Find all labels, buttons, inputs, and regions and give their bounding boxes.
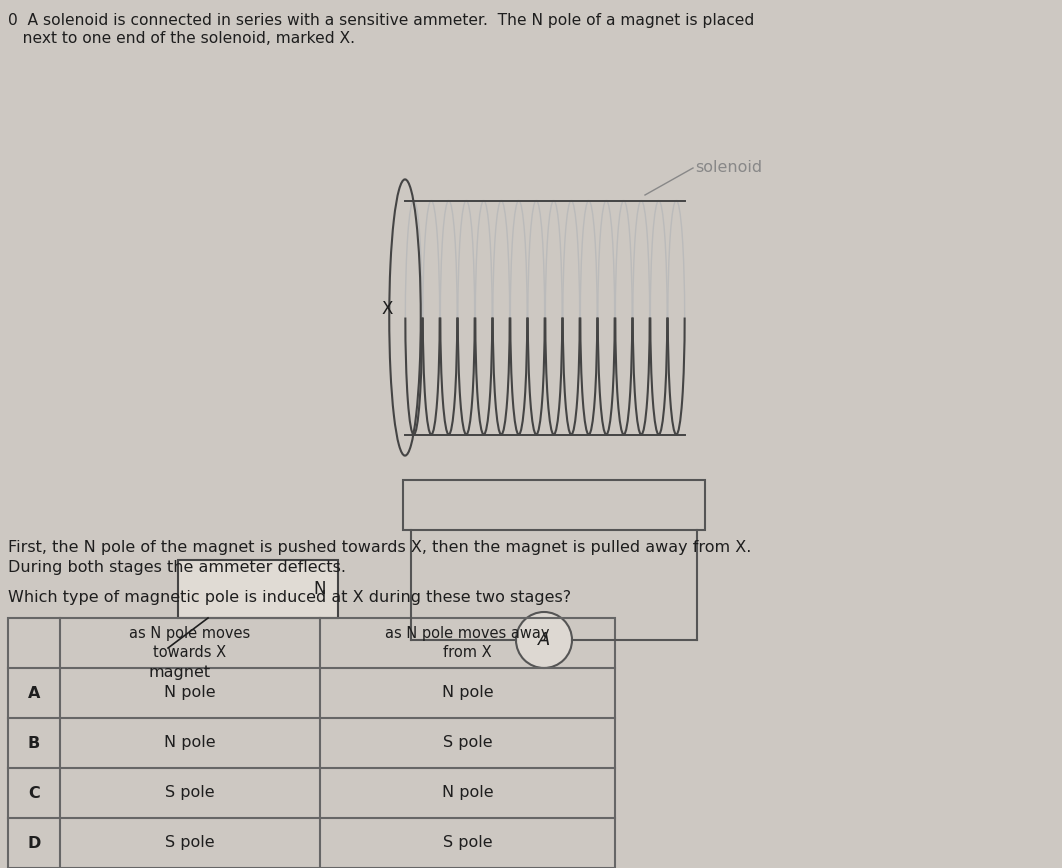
Text: S pole: S pole [443, 735, 493, 751]
Text: S pole: S pole [443, 836, 493, 851]
Text: Which type of magnetic pole is induced at X during these two stages?: Which type of magnetic pole is induced a… [8, 590, 571, 605]
Text: N: N [313, 580, 326, 598]
Text: magnet: magnet [148, 665, 210, 680]
Circle shape [516, 612, 572, 668]
Text: next to one end of the solenoid, marked X.: next to one end of the solenoid, marked … [8, 31, 355, 46]
Text: First, the N pole of the magnet is pushed towards X, then the magnet is pulled a: First, the N pole of the magnet is pushe… [8, 540, 752, 555]
Text: as N pole moves
towards X: as N pole moves towards X [130, 626, 251, 661]
Text: N pole: N pole [165, 735, 216, 751]
Text: S pole: S pole [166, 836, 215, 851]
Text: as N pole moves away
from X: as N pole moves away from X [386, 626, 550, 661]
Text: solenoid: solenoid [695, 161, 763, 175]
Bar [402, 480, 705, 530]
Bar [178, 560, 338, 618]
Text: D: D [28, 836, 40, 851]
Text: S pole: S pole [166, 786, 215, 800]
Text: A: A [537, 631, 550, 649]
Text: N pole: N pole [442, 686, 494, 700]
Text: X: X [381, 300, 393, 319]
Bar [8, 618, 615, 868]
Text: 0  A solenoid is connected in series with a sensitive ammeter.  The N pole of a : 0 A solenoid is connected in series with… [8, 13, 754, 28]
Text: During both stages the ammeter deflects.: During both stages the ammeter deflects. [8, 560, 346, 575]
Text: B: B [28, 735, 40, 751]
Text: A: A [28, 686, 40, 700]
Text: N pole: N pole [442, 786, 494, 800]
Text: C: C [28, 786, 40, 800]
Text: N pole: N pole [165, 686, 216, 700]
